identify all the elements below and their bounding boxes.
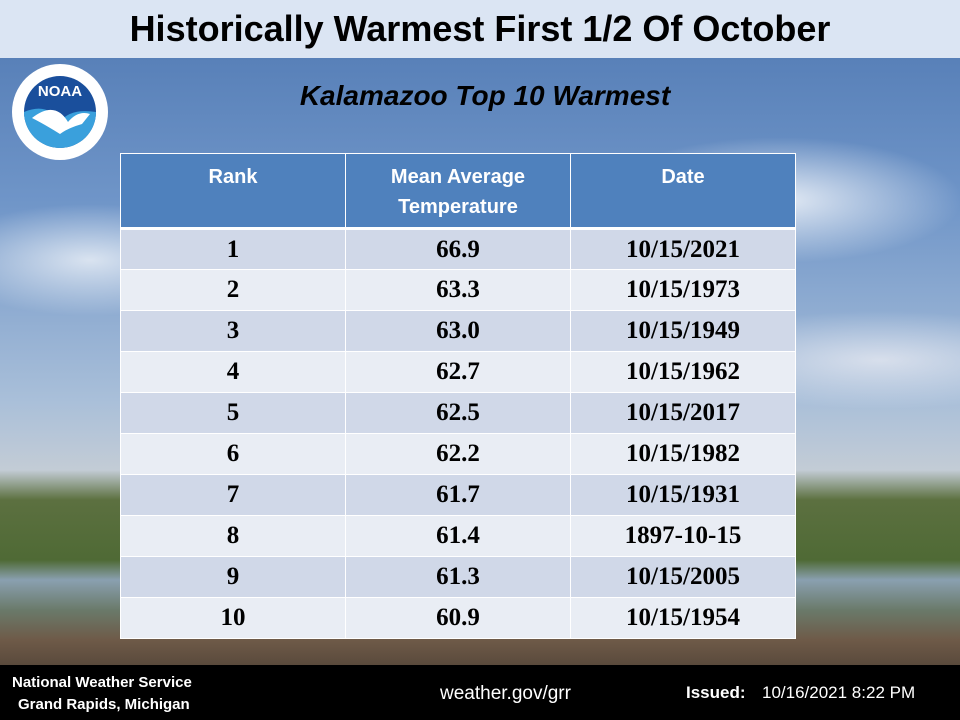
- office: National Weather Service: [12, 674, 192, 691]
- table-cell: 10: [120, 597, 346, 639]
- table-cell: 5: [120, 392, 346, 434]
- table-cell: 10/15/1982: [570, 433, 796, 475]
- column-header: Date: [570, 153, 796, 230]
- table-row: 6 62.2 10/15/1982: [120, 433, 796, 475]
- table-cell: 1897-10-15: [570, 515, 796, 557]
- title: Historically Warmest First 1/2 Of Octobe…: [129, 8, 831, 49]
- url: weather.gov/grr: [440, 683, 571, 704]
- table-cell: 10/15/1949: [570, 310, 796, 352]
- table-cell: 60.9: [345, 597, 571, 639]
- issued-label: Issued:: [686, 683, 746, 702]
- column-header: Mean Average Temperature: [345, 153, 571, 230]
- table-cell: 1: [120, 228, 346, 270]
- table-cell: 9: [120, 556, 346, 598]
- table-body: 1 66.9 10/15/2021 2 63.3 10/15/1973 3 63.0 10/15…: [120, 228, 796, 639]
- table-cell: 6: [120, 433, 346, 475]
- table-cell: 62.7: [345, 351, 571, 393]
- table-cell: 10/15/1954: [570, 597, 796, 639]
- table-cell: 2: [120, 269, 346, 311]
- subtitle: Kalamazoo Top 10 Warmest: [299, 80, 671, 111]
- table-cell: 63.0: [345, 310, 571, 352]
- table-row: 5 62.5 10/15/2017: [120, 392, 796, 434]
- table-cell: 4: [120, 351, 346, 393]
- table-row: 1 66.9 10/15/2021: [120, 228, 796, 270]
- table-cell: 66.9: [345, 228, 571, 270]
- table-cell: 10/15/2017: [570, 392, 796, 434]
- table-cell: 62.5: [345, 392, 571, 434]
- table-cell: 61.7: [345, 474, 571, 516]
- table-row: 2 63.3 10/15/1973: [120, 269, 796, 311]
- table-row: 9 61.3 10/15/2005: [120, 556, 796, 598]
- table-cell: 8: [120, 515, 346, 557]
- table-row: 4 62.7 10/15/1962: [120, 351, 796, 393]
- column-header: Rank: [120, 153, 346, 230]
- table-row: 10 60.9 10/15/1954: [120, 597, 796, 639]
- issued-time: 10/16/2021 8:22 PM: [762, 683, 916, 702]
- table-cell: 10/15/1962: [570, 351, 796, 393]
- table-cell: 63.3: [345, 269, 571, 311]
- table-cell: 3: [120, 310, 346, 352]
- table-row: 7 61.7 10/15/1931: [120, 474, 796, 516]
- table-cell: 10/15/1973: [570, 269, 796, 311]
- location: Grand Rapids, Michigan: [18, 696, 190, 713]
- table-cell: 62.2: [345, 433, 571, 475]
- table-cell: 7: [120, 474, 346, 516]
- table-cell: 10/15/2005: [570, 556, 796, 598]
- noaa-logo: NOAA: [12, 64, 108, 160]
- ranking-table: Rank Mean Average Temperature Date 1 66.9 10…: [120, 153, 796, 639]
- table-cell: 61.3: [345, 556, 571, 598]
- table-row: 8 61.4 1897-10-15: [120, 515, 796, 557]
- title-bar: Historically Warmest First 1/2 Of Octobe…: [0, 0, 960, 58]
- table-row: 3 63.0 10/15/1949: [120, 310, 796, 352]
- table-cell: 10/15/1931: [570, 474, 796, 516]
- header-row: Rank Mean Average Temperature Date: [120, 153, 796, 230]
- table-cell: 61.4: [345, 515, 571, 557]
- logo-label: NOAA: [38, 83, 82, 100]
- footer: National Weather Service Grand Rapids, M…: [0, 665, 960, 720]
- table-cell: 10/15/2021: [570, 228, 796, 270]
